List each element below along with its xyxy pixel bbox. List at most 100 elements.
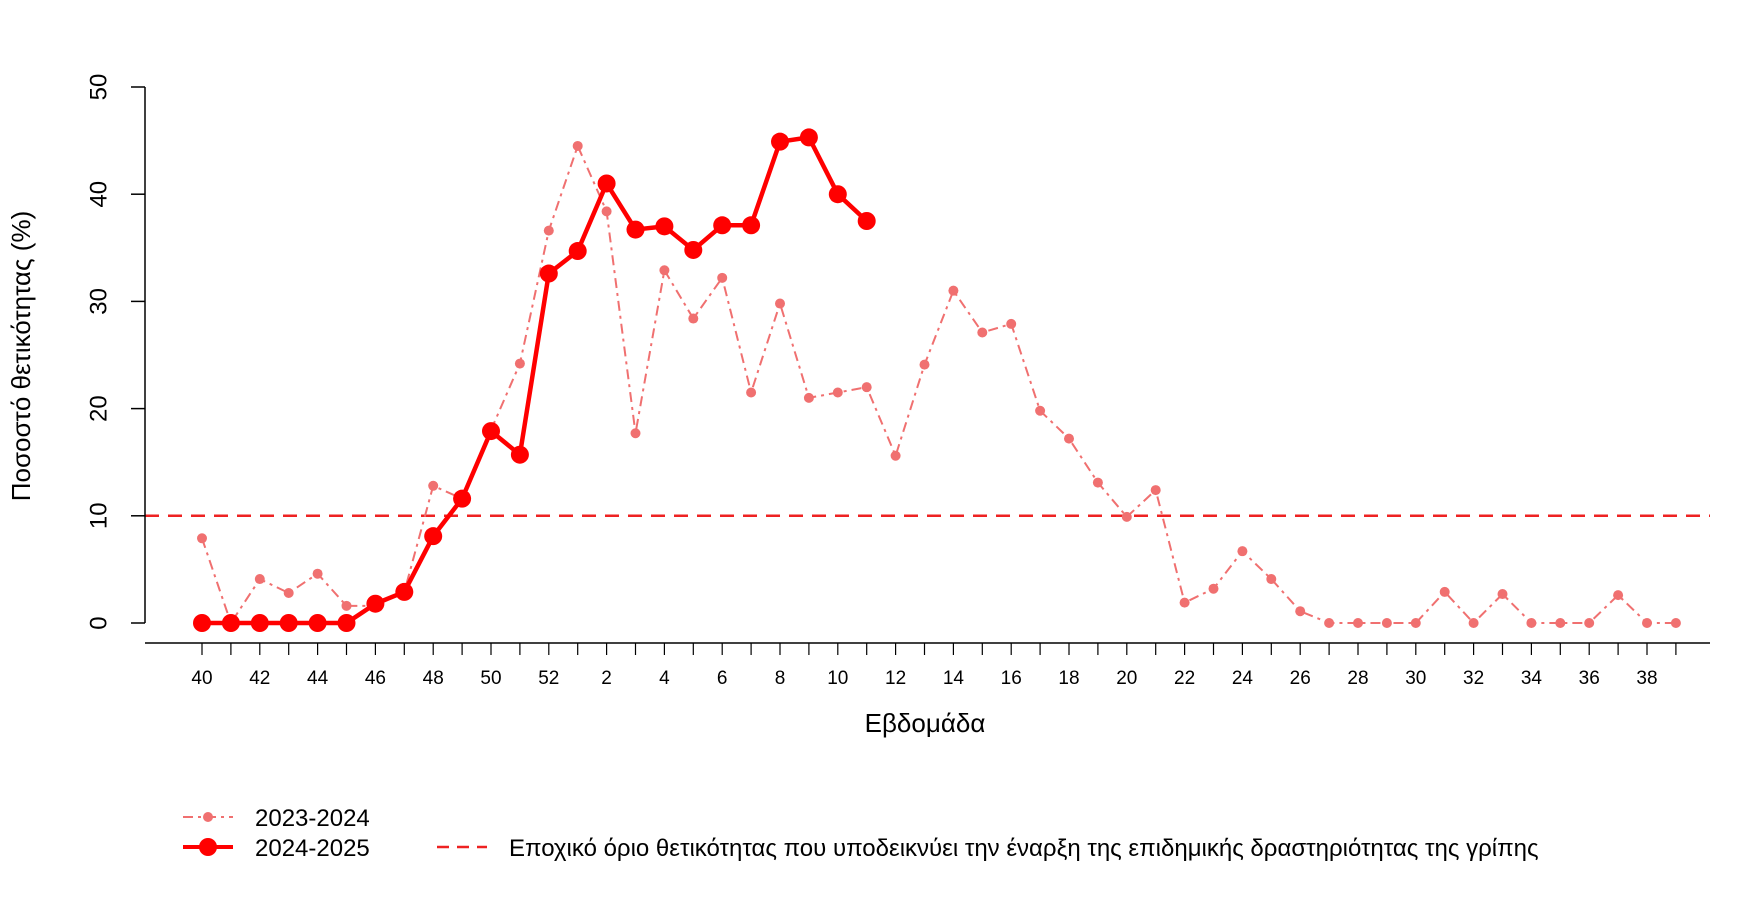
legend-label-2023-2024: 2023-2024 (255, 805, 370, 832)
x-tick-label-32: 32 (1463, 668, 1484, 689)
x-tick-label-38: 38 (1636, 668, 1657, 689)
series-2023-2024-line (201, 144, 1676, 624)
series-2023-2024-point-20 (1121, 511, 1132, 522)
series-2023-2024-point-39 (1670, 618, 1681, 628)
series-2023-2024-point-42 (254, 574, 265, 585)
legend-label-2024-2025: 2024-2025 (255, 835, 370, 862)
series-2023-2024-point-2 (601, 206, 612, 217)
series-2023-2024-point-21 (1150, 485, 1161, 496)
series-2024-2025-point-4 (655, 217, 674, 236)
series-2024-2025-point-41 (221, 614, 240, 632)
series-2023-2024-point-11 (861, 382, 872, 393)
y-tick-label-50: 50 (85, 74, 112, 101)
series-2024-2025-point-10 (828, 185, 847, 204)
series-2023-2024-point-28 (1353, 618, 1363, 628)
series-2024-2025-point-9 (799, 128, 818, 147)
series-2023-2024-point-26 (1295, 606, 1306, 617)
series-2023-2024-point-32 (1468, 618, 1479, 628)
series-2023-2024 (197, 140, 1681, 628)
x-tick-label-34: 34 (1521, 668, 1543, 689)
x-tick-label-14: 14 (943, 668, 965, 689)
series-2024-2025-point-11 (857, 212, 876, 230)
series-2024-2025-point-1 (568, 242, 587, 261)
series-2024-2025-point-6 (713, 216, 732, 235)
x-tick-label-4: 4 (659, 668, 670, 689)
legend-label-threshold: Εποχικό όριο θετικότητας που υποδεικνύει… (509, 835, 1539, 862)
series-2024-2025-point-50 (482, 422, 500, 441)
x-tick-label-22: 22 (1174, 668, 1195, 689)
series-2023-2024-point-36 (1584, 618, 1595, 628)
series-2023-2024-point-34 (1526, 618, 1537, 628)
series-2023-2024-point-23 (1208, 583, 1219, 594)
series-2023-2024-point-33 (1497, 589, 1508, 600)
series-2024-2025-point-3 (626, 220, 645, 239)
series-2023-2024-point-13 (919, 359, 930, 370)
x-tick-label-46: 46 (365, 668, 386, 689)
series-2023-2024-point-40 (197, 533, 207, 544)
series-2024-2025-point-8 (771, 132, 789, 151)
series-2024-2025-point-49 (453, 489, 472, 508)
x-tick-label-10: 10 (827, 668, 848, 689)
y-tick-label-20: 20 (85, 395, 112, 422)
series-2023-2024-point-48 (428, 480, 439, 491)
series-2023-2024-point-8 (775, 298, 785, 309)
series-2023-2024-point-43 (283, 587, 294, 598)
series-2023-2024-point-44 (312, 568, 323, 579)
series-2023-2024-point-6 (717, 272, 728, 283)
x-tick-label-16: 16 (1001, 668, 1022, 689)
series-2023-2024-point-45 (341, 600, 352, 611)
series-2024-2025-point-2 (597, 174, 616, 193)
series-2023-2024-point-29 (1381, 618, 1392, 628)
x-tick-label-12: 12 (885, 668, 906, 689)
series-2023-2024-point-17 (1035, 405, 1046, 416)
series-2024-2025-point-40 (193, 614, 211, 632)
series-2024-2025-point-5 (684, 240, 703, 259)
series-2023-2024-point-9 (803, 392, 814, 403)
series-2023-2024-point-15 (977, 327, 988, 338)
x-tick-label-2: 2 (601, 668, 612, 689)
series-2024-2025-point-45 (337, 614, 356, 632)
series-2023-2024-point-25 (1266, 574, 1277, 585)
series-2024-2025 (193, 128, 876, 632)
series-2023-2024-point-24 (1237, 546, 1248, 557)
series-2023-2024-point-16 (1006, 318, 1017, 329)
series-2024-2025-point-48 (424, 527, 443, 546)
series-2023-2024-point-12 (890, 450, 901, 461)
x-tick-label-48: 48 (423, 668, 444, 689)
x-axis-label: Εβδομάδα (865, 708, 986, 738)
series-2024-2025-line (202, 135, 869, 626)
series-2023-2024-point-4 (659, 265, 670, 276)
y-tick-label-40: 40 (85, 181, 112, 208)
x-tick-label-8: 8 (775, 668, 786, 689)
series-2023-2024-point-35 (1555, 618, 1566, 628)
series-2024-2025-point-42 (250, 614, 269, 632)
series-2023-2024-point-5 (688, 313, 699, 324)
series-2024-2025-point-52 (539, 264, 558, 283)
series-2024-2025-point-7 (742, 216, 761, 235)
series-2023-2024-point-31 (1439, 586, 1450, 597)
x-tick-label-40: 40 (191, 668, 212, 689)
y-tick-label-30: 30 (85, 288, 112, 315)
x-tick-label-30: 30 (1405, 668, 1426, 689)
series-2023-2024-point-1 (572, 140, 583, 151)
x-tick-label-42: 42 (249, 668, 270, 689)
series-2023-2024-point-27 (1324, 618, 1335, 628)
x-tick-label-18: 18 (1058, 668, 1079, 689)
series-2023-2024-point-52 (543, 225, 554, 236)
series-2024-2025-point-43 (279, 614, 298, 632)
series-2023-2024-point-37 (1613, 590, 1624, 601)
x-tick-label-50: 50 (480, 668, 501, 689)
x-tick-label-28: 28 (1347, 668, 1368, 689)
series-2023-2024-point-10 (832, 387, 843, 398)
series-2023-2024-point-30 (1410, 618, 1421, 628)
legend: 2023-2024 2024-2025 Εποχικό όριο θετικότ… (183, 805, 1539, 862)
series-2024-2025-point-47 (395, 582, 414, 601)
x-tick-label-24: 24 (1232, 668, 1254, 689)
series-2023-2024-point-3 (630, 428, 641, 439)
x-tick-label-36: 36 (1579, 668, 1600, 689)
legend-marker-2024-2025 (199, 838, 217, 856)
series-2023-2024-point-19 (1092, 477, 1103, 488)
y-tick-label-10: 10 (85, 502, 112, 529)
